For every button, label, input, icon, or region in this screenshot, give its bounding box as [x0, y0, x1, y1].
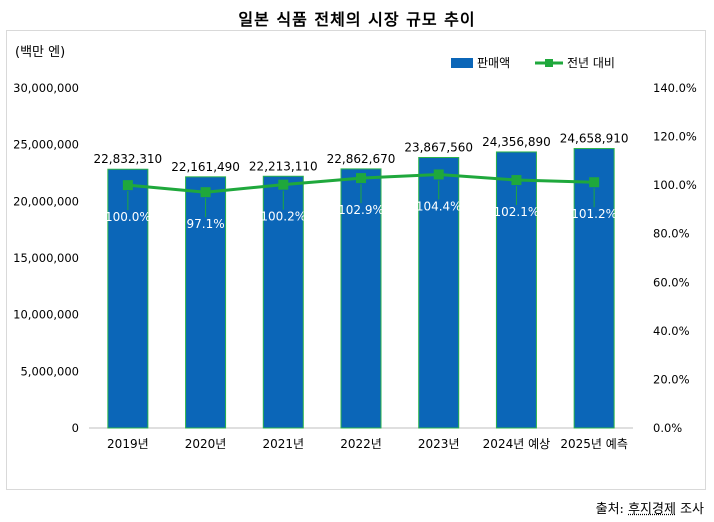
bar-value-label: 22,832,310	[93, 152, 162, 166]
yoy-marker	[356, 173, 366, 184]
line-value-label: 102.1%	[494, 205, 540, 219]
line-value-label: 100.2%	[260, 210, 306, 224]
x-tick-label: 2019년	[107, 437, 149, 451]
right-tick-label: 20.0%	[653, 372, 690, 386]
source-suffix: 조사	[680, 502, 704, 517]
yoy-marker	[278, 179, 289, 190]
x-tick-label: 2025년 예측	[560, 437, 627, 451]
line-value-label: 104.4%	[416, 199, 462, 213]
x-tick-label: 2020년	[185, 437, 227, 451]
bar	[262, 175, 304, 429]
combo-chart: (백만 엔) 0 5,000,000 10,000,000 15,000,000 20,0…	[13, 45, 697, 451]
line-value-label: 102.9%	[338, 203, 384, 217]
yoy-marker	[589, 177, 600, 188]
bar-value-label: 24,356,890	[482, 135, 551, 149]
bar	[185, 176, 227, 429]
source-name: 후지경제	[628, 502, 676, 517]
right-tick-label: 40.0%	[653, 324, 690, 338]
right-tick-label: 140.0%	[653, 81, 697, 95]
legend-swatch-marker	[545, 59, 553, 67]
line-value-label: 100.0%	[105, 210, 151, 224]
source-note: 출처: 후지경제 조사	[596, 498, 704, 517]
yoy-marker	[433, 169, 444, 180]
legend-label-bar: 판매액	[477, 56, 510, 70]
right-tick-label: 100.0%	[653, 178, 697, 192]
bar-value-label: 23,867,560	[404, 141, 473, 155]
right-tick-label: 60.0%	[653, 275, 690, 289]
left-tick-label: 15,000,000	[13, 251, 79, 265]
right-tick-label: 80.0%	[653, 227, 690, 241]
bar	[418, 157, 460, 429]
right-tick-label: 120.0%	[653, 130, 697, 144]
legend-label-line: 전년 대비	[567, 56, 615, 70]
right-tick-label: 0.0%	[653, 421, 682, 435]
y-axis-unit-label: (백만 엔)	[15, 45, 65, 60]
left-tick-label: 30,000,000	[13, 81, 79, 95]
legend-swatch-bar	[451, 58, 473, 68]
left-tick-label: 20,000,000	[13, 194, 79, 208]
x-tick-label: 2021년	[262, 437, 304, 451]
line-value-label: 101.2%	[571, 207, 617, 221]
bar-value-label: 24,658,910	[560, 132, 629, 146]
bar-value-label: 22,862,670	[327, 152, 396, 166]
line-value-label: 97.1%	[187, 217, 225, 231]
source-label: 출처:	[595, 502, 624, 517]
left-tick-label: 5,000,000	[20, 364, 79, 378]
chart-area: (백만 엔) 0 5,000,000 10,000,000 15,000,000 20,0…	[6, 30, 706, 490]
yoy-marker	[511, 175, 522, 186]
left-tick-label: 0	[72, 421, 79, 435]
bar	[107, 168, 149, 429]
bar	[340, 168, 382, 429]
chart-title: 일본 식품 전체의 시장 규모 추이	[238, 10, 476, 29]
bar-value-label: 22,213,110	[249, 159, 318, 173]
bar-value-label: 22,161,490	[171, 160, 240, 174]
x-tick-label: 2023년	[418, 437, 460, 451]
left-tick-label: 10,000,000	[13, 308, 79, 322]
yoy-marker	[200, 187, 211, 198]
yoy-marker	[122, 180, 133, 191]
x-tick-label: 2022년	[340, 437, 382, 451]
left-tick-label: 25,000,000	[13, 138, 79, 152]
x-tick-label: 2024년 예상	[483, 437, 550, 451]
